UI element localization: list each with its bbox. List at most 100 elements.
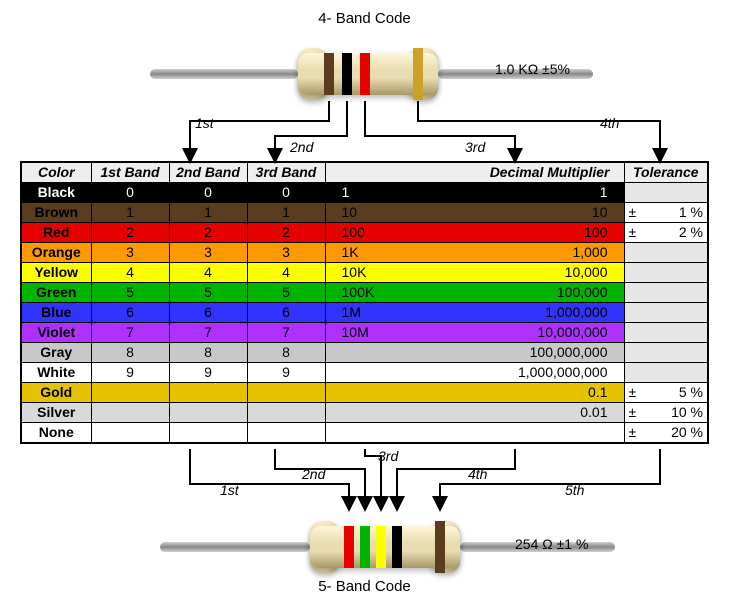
cell: 5 (91, 283, 169, 303)
cell: 100100 (325, 223, 624, 243)
cell: 0.1 (325, 383, 624, 403)
band-3 (360, 53, 370, 95)
band-label: 4th (468, 466, 487, 482)
cell: 8 (169, 343, 247, 363)
cell (624, 363, 708, 383)
table-row: White9991,000,000,000 (21, 363, 708, 383)
cell: 10K10,000 (325, 263, 624, 283)
band-label: 3rd (465, 139, 485, 155)
cell: 6 (247, 303, 325, 323)
cell (624, 283, 708, 303)
col-header: Color (21, 162, 91, 183)
resistor-4band: 1.0 KΩ ±5% (20, 31, 709, 101)
cell: 4 (247, 263, 325, 283)
cell: 2 (91, 223, 169, 243)
cell (247, 383, 325, 403)
table-row: Gold0.1±5 % (21, 383, 708, 403)
table-row: None±20 % (21, 423, 708, 444)
cell: Silver (21, 403, 91, 423)
cell (169, 383, 247, 403)
cell: ±5 % (624, 383, 708, 403)
table-row: Gray888100,000,000 (21, 343, 708, 363)
cell (624, 323, 708, 343)
band-2 (360, 526, 370, 568)
cell: 9 (169, 363, 247, 383)
cell: 0.01 (325, 403, 624, 423)
cell (624, 303, 708, 323)
table-row: Brown1111010±1 % (21, 203, 708, 223)
cell: 10M10,000,000 (325, 323, 624, 343)
cell: Brown (21, 203, 91, 223)
table-row: Violet77710M10,000,000 (21, 323, 708, 343)
band-1 (324, 53, 334, 95)
cell (91, 403, 169, 423)
cell: Yellow (21, 263, 91, 283)
table-row: Green555100K100,000 (21, 283, 708, 303)
cell: Gray (21, 343, 91, 363)
band-label: 2nd (302, 466, 325, 482)
cell: 1 (91, 203, 169, 223)
cell: 6 (169, 303, 247, 323)
title-5band: 5- Band Code (20, 578, 709, 595)
band-label: 3rd (378, 448, 398, 464)
cell (624, 263, 708, 283)
col-header: 1st Band (91, 162, 169, 183)
arrows-4band: 1st 2nd 3rd 4th (20, 101, 709, 161)
band-label: 1st (195, 115, 214, 131)
cell: 1M1,000,000 (325, 303, 624, 323)
cell: 6 (91, 303, 169, 323)
cell: 2 (169, 223, 247, 243)
resistor-5band: 254 Ω ±1 % (20, 504, 709, 574)
col-header: 2nd Band (169, 162, 247, 183)
table-row: Black00011 (21, 183, 708, 203)
col-header: 3rd Band (247, 162, 325, 183)
band-5 (435, 521, 445, 573)
cell (624, 243, 708, 263)
cell: 1010 (325, 203, 624, 223)
cell: 100,000,000 (325, 343, 624, 363)
cell: 4 (91, 263, 169, 283)
cell: Green (21, 283, 91, 303)
cell: 1 (169, 203, 247, 223)
band-4 (392, 526, 402, 568)
resistor-value: 1.0 KΩ ±5% (495, 61, 570, 77)
cell: 3 (247, 243, 325, 263)
cell: 4 (169, 263, 247, 283)
table-row: Silver0.01±10 % (21, 403, 708, 423)
cell: Orange (21, 243, 91, 263)
band-1 (344, 526, 354, 568)
table-row: Orange3331K1,000 (21, 243, 708, 263)
cell: 3 (169, 243, 247, 263)
cell: 7 (91, 323, 169, 343)
band-label: 5th (565, 482, 584, 498)
cell: 1 (247, 203, 325, 223)
col-header: Decimal Multiplier (325, 162, 624, 183)
cell: Red (21, 223, 91, 243)
color-code-table: Color1st Band2nd Band3rd BandDecimal Mul… (20, 161, 709, 444)
cell (91, 383, 169, 403)
cell (624, 183, 708, 203)
cell (247, 403, 325, 423)
cell: 9 (247, 363, 325, 383)
cell: White (21, 363, 91, 383)
cell (247, 423, 325, 444)
title-4band: 4- Band Code (20, 10, 709, 27)
cell: 2 (247, 223, 325, 243)
cell: 0 (247, 183, 325, 203)
band-label: 1st (220, 482, 239, 498)
cell: 5 (247, 283, 325, 303)
resistor-value: 254 Ω ±1 % (515, 536, 588, 552)
cell: 0 (91, 183, 169, 203)
cell: 7 (169, 323, 247, 343)
cell (325, 423, 624, 444)
band-label: 2nd (290, 139, 313, 155)
cell: ±20 % (624, 423, 708, 444)
cell: 11 (325, 183, 624, 203)
cell: Black (21, 183, 91, 203)
cell: 1K1,000 (325, 243, 624, 263)
table-row: Blue6661M1,000,000 (21, 303, 708, 323)
cell: ±2 % (624, 223, 708, 243)
band-label: 4th (600, 115, 619, 131)
cell (169, 423, 247, 444)
cell: ±1 % (624, 203, 708, 223)
